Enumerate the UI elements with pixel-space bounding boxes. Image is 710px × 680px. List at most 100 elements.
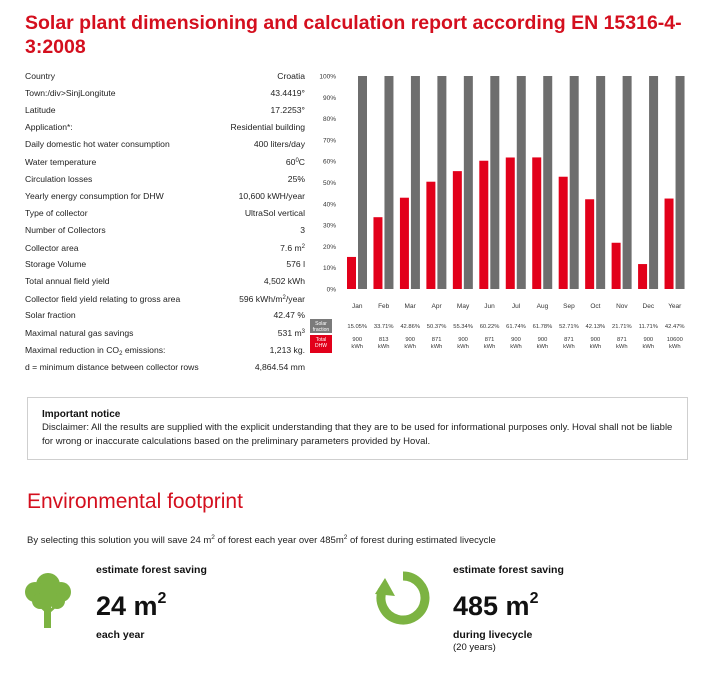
y-tick-label: 30% [323, 223, 336, 230]
table-cell: 871 [485, 337, 495, 343]
parameter-value: 4,864.54 mm [254, 361, 305, 372]
table-cell: 21.71% [612, 324, 632, 330]
parameter-label: Storage Volume [25, 259, 87, 270]
table-cell: kWh [643, 344, 655, 350]
solar-fraction-bar [585, 199, 595, 289]
parameter-value: 4,502 kWh [263, 276, 305, 287]
table-cell: 900 [538, 337, 548, 343]
table-cell: 61.74% [506, 324, 526, 330]
solar-fraction-bar [611, 242, 621, 289]
total-dhw-bar [384, 76, 394, 289]
table-cell: kWh [669, 344, 681, 350]
saving-label: estimate forest saving [453, 564, 564, 576]
y-tick-label: 80% [323, 116, 336, 123]
solar-fraction-bar [558, 176, 568, 289]
table-row-header: Solar [315, 321, 327, 327]
table-cell: kWh [484, 344, 496, 350]
parameter-value: 596 kWh/m2/year [239, 294, 305, 305]
parameters-table: Country Croatia Town:/div>SinjLongitute 43.… [25, 68, 305, 376]
total-dhw-bar [569, 76, 579, 289]
x-category-label: Nov [616, 303, 628, 310]
y-tick-label: 10% [323, 265, 336, 272]
table-cell: 871 [432, 337, 442, 343]
table-cell: kWh [510, 344, 522, 350]
table-cell: 900 [458, 337, 468, 343]
x-category-label: May [457, 303, 470, 310]
parameter-row: Collector field yield relating to gross … [25, 290, 305, 307]
desc-part-2: of forest each year over 485m [214, 535, 344, 546]
table-cell: 61.78% [533, 324, 553, 330]
parameter-row: Type of collector UltraSol vertical [25, 205, 305, 222]
parameter-label: Type of collector [25, 207, 88, 218]
x-category-label: Oct [590, 303, 600, 310]
parameter-value: 576 l [286, 259, 305, 270]
solar-fraction-bar [347, 256, 356, 289]
parameter-label: Latitude [25, 105, 56, 116]
parameter-label: Town:/div>SinjLongitute [25, 88, 116, 99]
desc-part-3: of forest during estimated livecycle [347, 535, 496, 546]
parameter-value: 17.2253° [270, 105, 305, 116]
table-cell: 55.34% [453, 324, 473, 330]
total-dhw-bar [437, 76, 447, 289]
recycle-arrow-icon [375, 571, 430, 625]
table-cell: 42.86% [400, 324, 420, 330]
parameter-label: Water temperature [25, 157, 97, 168]
y-tick-label: 50% [323, 180, 336, 187]
table-cell: 52.71% [559, 324, 579, 330]
saving-value: 24 m2 [96, 582, 207, 623]
saving-period-years: (20 years) [453, 642, 496, 653]
saving-value-number: 24 m [96, 591, 158, 621]
parameter-label: Maximal reduction in CO2 emissions: [25, 344, 166, 357]
saving-label: estimate forest saving [96, 564, 207, 576]
parameter-value: Croatia [277, 71, 305, 81]
total-dhw-bar [410, 76, 420, 289]
saving-value-sup: 2 [157, 590, 167, 607]
parameter-label: Solar fraction [25, 310, 76, 321]
total-dhw-bar [463, 76, 473, 289]
total-dhw-bar [543, 76, 553, 289]
solar-fraction-chart: 100% 90% 80% 70% 60% 50% 40% 30% 20% 10% 0% Jan Feb M… [310, 68, 690, 368]
total-dhw-bar [649, 76, 659, 289]
parameter-value: 531 m3 [277, 328, 305, 339]
total-dhw-bar [358, 76, 367, 289]
parameter-label: Maximal natural gas savings [25, 328, 134, 339]
report-title: Solar plant dimensioning and calculation… [25, 12, 682, 58]
parameter-label: Collector field yield relating to gross … [25, 294, 181, 305]
table-cell: 900 [405, 337, 415, 343]
parameter-value: Residential building [230, 122, 305, 133]
parameter-label: Application*: [25, 122, 73, 133]
x-category-label: Jul [512, 303, 521, 310]
parameter-label: d = minimum distance between collector r… [25, 361, 199, 372]
table-row-header: Total [316, 337, 327, 343]
solar-fraction-bar [452, 171, 462, 289]
environment-description: By selecting this solution you will save… [27, 534, 496, 546]
parameter-value: 1,213 kg. [269, 344, 305, 355]
parameter-value: 43.4419° [270, 88, 305, 99]
table-cell: kWh [431, 344, 443, 350]
solar-fraction-bar [505, 157, 515, 289]
parameter-row: Application*: Residential building [25, 119, 305, 136]
parameter-row: Maximal natural gas savings 531 m3 [25, 324, 305, 341]
parameter-label: Daily domestic hot water consumption [25, 139, 170, 150]
parameter-row: Water temperature 600C [25, 153, 305, 170]
table-cell: 900 [591, 337, 601, 343]
table-cell: kWh [537, 344, 549, 350]
environment-title: Environmental footprint [27, 490, 243, 513]
table-cell: 11.71% [639, 324, 658, 330]
desc-part-1: By selecting this solution you will save… [27, 535, 212, 546]
table-cell: 42.13% [586, 324, 606, 330]
x-category-label: Mar [405, 303, 417, 310]
parameter-value: 3 [300, 224, 305, 235]
table-cell: 871 [617, 337, 627, 343]
parameter-row: Town:/div>SinjLongitute 43.4419° [25, 85, 305, 102]
solar-fraction-bar [479, 160, 489, 289]
total-dhw-bar [596, 76, 606, 289]
y-tick-label: 20% [323, 244, 336, 251]
table-cell: 900 [352, 337, 362, 343]
parameter-row: Daily domestic hot water consumption 400 … [25, 136, 305, 153]
table-cell: 50.37% [427, 324, 447, 330]
saving-period: during livecycle [453, 629, 533, 641]
x-category-label: Jun [484, 303, 495, 310]
desc-sup-2: 2 [343, 534, 348, 541]
parameter-value: 10,600 kWH/year [238, 190, 305, 201]
